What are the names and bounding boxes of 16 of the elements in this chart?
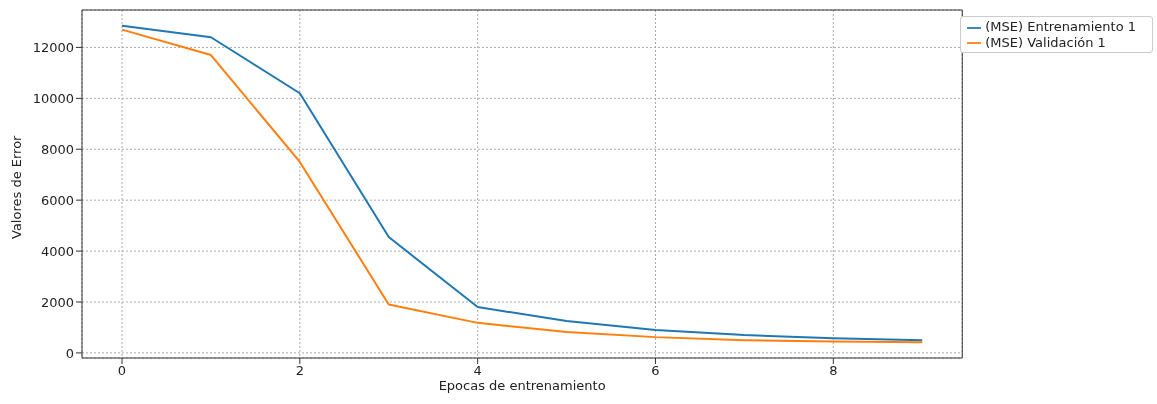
legend-label: (MSE) Entrenamiento 1 bbox=[985, 19, 1136, 34]
y-tick-label: 0 bbox=[65, 345, 74, 361]
y-tick-label: 8000 bbox=[40, 141, 74, 157]
y-tick-label: 4000 bbox=[40, 243, 74, 259]
x-axis-title: Epocas de entrenamiento bbox=[438, 378, 606, 393]
y-axis-title: Valores de Error bbox=[8, 134, 24, 239]
x-tick-label: 0 bbox=[117, 363, 127, 379]
y-tick-label: 2000 bbox=[40, 294, 74, 310]
y-tick-label: 10000 bbox=[32, 90, 74, 106]
x-tick-label: 6 bbox=[651, 363, 660, 379]
x-tick-label: 2 bbox=[295, 363, 304, 379]
y-tick-label: 6000 bbox=[40, 192, 74, 208]
legend-label: (MSE) Validación 1 bbox=[985, 34, 1106, 50]
y-tick-label: 12000 bbox=[32, 40, 74, 56]
x-tick-label: 4 bbox=[473, 363, 482, 379]
x-tick-label: 8 bbox=[829, 363, 838, 379]
